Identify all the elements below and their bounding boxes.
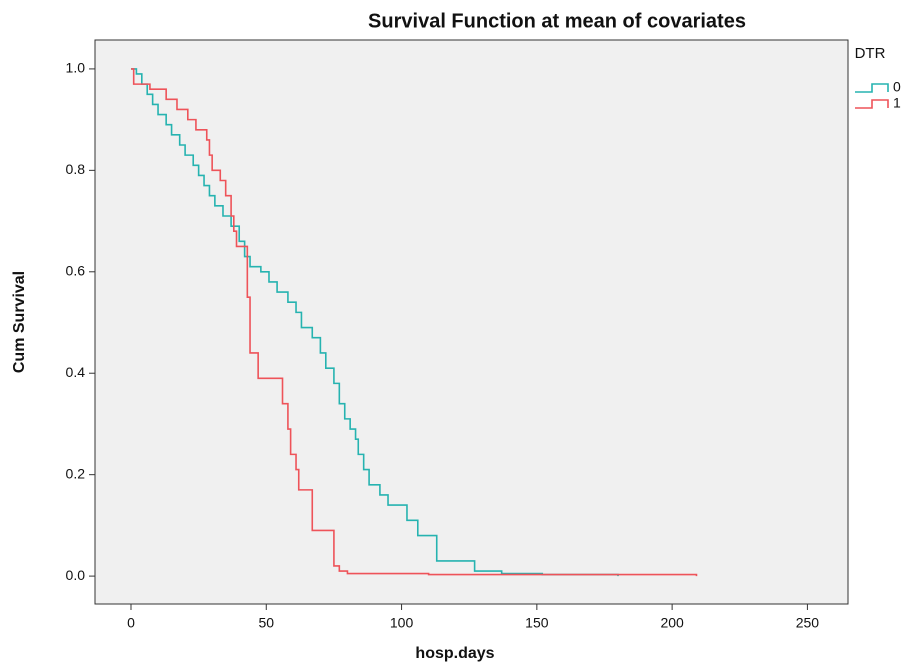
y-tick-label: 0.6: [66, 262, 86, 278]
x-tick-label: 250: [796, 615, 820, 631]
y-tick-label: 0.2: [66, 465, 86, 481]
x-tick-label: 50: [258, 615, 274, 631]
legend-label: 0: [893, 79, 901, 95]
survival-line: [130, 68, 619, 577]
x-axis-label: hosp.days: [415, 645, 494, 662]
legend-swatch: [855, 99, 889, 109]
y-tick-label: 0.0: [66, 567, 86, 583]
survival-line: [130, 68, 698, 577]
y-axis-label: Cum Survival: [11, 271, 28, 373]
legend-title: DTR: [855, 45, 886, 62]
x-tick-label: 0: [127, 615, 135, 631]
x-tick-label: 200: [660, 615, 684, 631]
legend-swatch: [855, 83, 889, 93]
x-tick-label: 100: [390, 615, 414, 631]
legend-label: 1: [893, 95, 901, 111]
y-tick-label: 1.0: [66, 60, 86, 76]
plot-area: [94, 39, 849, 605]
x-tick-label: 150: [525, 615, 549, 631]
y-tick-label: 0.4: [66, 364, 86, 380]
y-tick-label: 0.8: [66, 161, 86, 177]
chart-title: Survival Function at mean of covariates: [368, 10, 746, 32]
